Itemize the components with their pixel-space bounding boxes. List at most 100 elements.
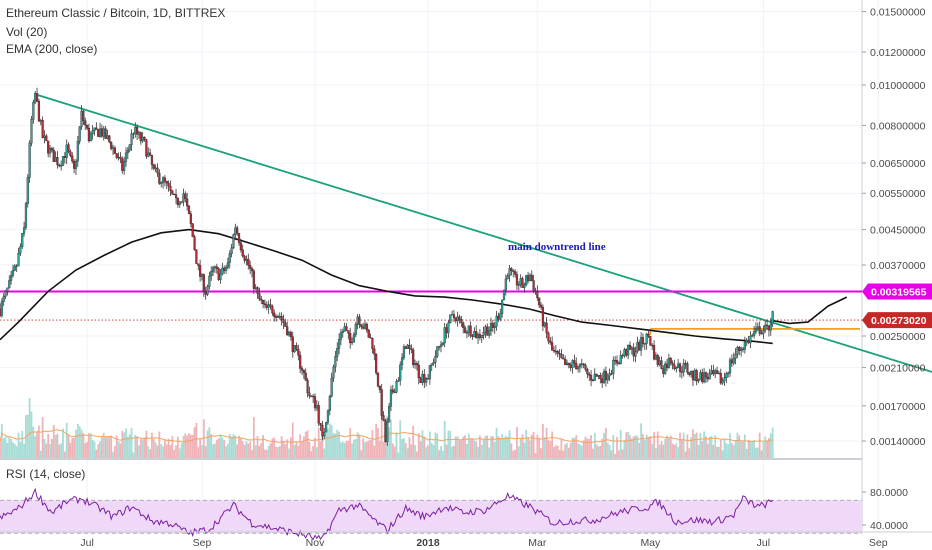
candle (143, 136, 146, 142)
volume-bar (466, 444, 468, 458)
volume-bar (125, 428, 127, 458)
candle (58, 163, 61, 168)
candle (350, 337, 354, 346)
candle (274, 314, 278, 322)
volume-bar (371, 429, 374, 458)
candle (545, 317, 548, 339)
volume-bar (673, 444, 676, 458)
candle (580, 358, 583, 369)
volume-bar (38, 425, 40, 458)
volume-bar (58, 444, 61, 458)
volume-bar (176, 436, 179, 458)
volume-bar (167, 438, 170, 458)
candle (35, 87, 39, 102)
candle (636, 336, 639, 354)
volume-bar (749, 441, 752, 458)
candle (541, 304, 544, 331)
price-tick-label: 0.00550000 (870, 188, 926, 200)
volume-bar (84, 443, 87, 458)
candle (160, 181, 163, 188)
volume-bar (67, 434, 70, 458)
volume-bar (310, 451, 313, 458)
candle (619, 350, 622, 365)
volume-bar (703, 431, 705, 458)
volume-bar (575, 435, 578, 458)
volume-bar (43, 438, 46, 458)
svg-text:0.00273020: 0.00273020 (871, 315, 927, 327)
volume-bar (41, 417, 44, 458)
volume-bar (582, 440, 585, 458)
candle (278, 312, 281, 320)
volume-bar (747, 439, 750, 458)
candle (211, 265, 215, 276)
volume-bar (102, 432, 105, 458)
candle (63, 152, 66, 164)
volume-bar (113, 445, 116, 458)
volume-bar (71, 437, 74, 458)
candle (56, 151, 59, 169)
candle (765, 319, 769, 330)
candle (136, 124, 139, 140)
volume-bar (332, 433, 335, 458)
volume-bar (2, 438, 5, 458)
volume-bar (734, 440, 737, 458)
candle (462, 321, 465, 334)
candle (745, 337, 748, 347)
volume-bar (63, 451, 66, 458)
candle (176, 197, 179, 208)
price-tick-label: 0.00650000 (870, 158, 926, 170)
candle (345, 322, 348, 331)
price-tick-label: 0.01500000 (870, 7, 926, 19)
volume-bar (527, 437, 529, 458)
volume-bar (462, 436, 465, 458)
candle (502, 289, 506, 301)
candle (408, 339, 411, 355)
candle (236, 225, 239, 236)
volume-bar (428, 431, 431, 458)
volume-bar (573, 438, 576, 458)
candle (441, 341, 444, 347)
volume-bar (564, 444, 567, 458)
candle (454, 317, 457, 324)
candle (87, 123, 91, 143)
volume-bar (277, 446, 279, 458)
candle (660, 356, 663, 370)
candle (630, 345, 633, 355)
volume-bar (593, 432, 596, 458)
volume-bar (771, 427, 774, 458)
volume-bar (199, 438, 202, 458)
volume-bar (119, 443, 122, 458)
volume-bar (134, 435, 137, 458)
volume-bar (154, 442, 157, 458)
candle (606, 373, 609, 384)
candle (313, 393, 317, 412)
candle (241, 244, 244, 258)
volume-bar (712, 444, 715, 458)
volume-bar (388, 427, 391, 458)
candle (519, 274, 522, 288)
candle (69, 149, 72, 158)
volume-bar (408, 437, 411, 458)
volume-bar (243, 445, 246, 458)
volume-bar (160, 444, 163, 458)
volume-bar (234, 435, 237, 458)
candle (341, 328, 344, 338)
volume-bar (139, 439, 142, 458)
volume-bar (419, 441, 422, 458)
volume-bar (247, 443, 250, 458)
candle (123, 156, 126, 175)
volume-bar (660, 441, 663, 458)
time-tick-label: Sep (869, 537, 888, 549)
candle (523, 282, 526, 293)
volume-bar (425, 447, 428, 458)
volume-bar (252, 416, 255, 458)
candle (195, 249, 198, 264)
candle (456, 311, 459, 327)
time-tick-label: Nov (306, 537, 325, 549)
volume-bar (360, 450, 363, 458)
candle (667, 353, 670, 369)
volume-bar (212, 444, 214, 458)
candle (638, 339, 641, 351)
volume-bar (165, 444, 168, 458)
volume-bar (52, 425, 55, 458)
